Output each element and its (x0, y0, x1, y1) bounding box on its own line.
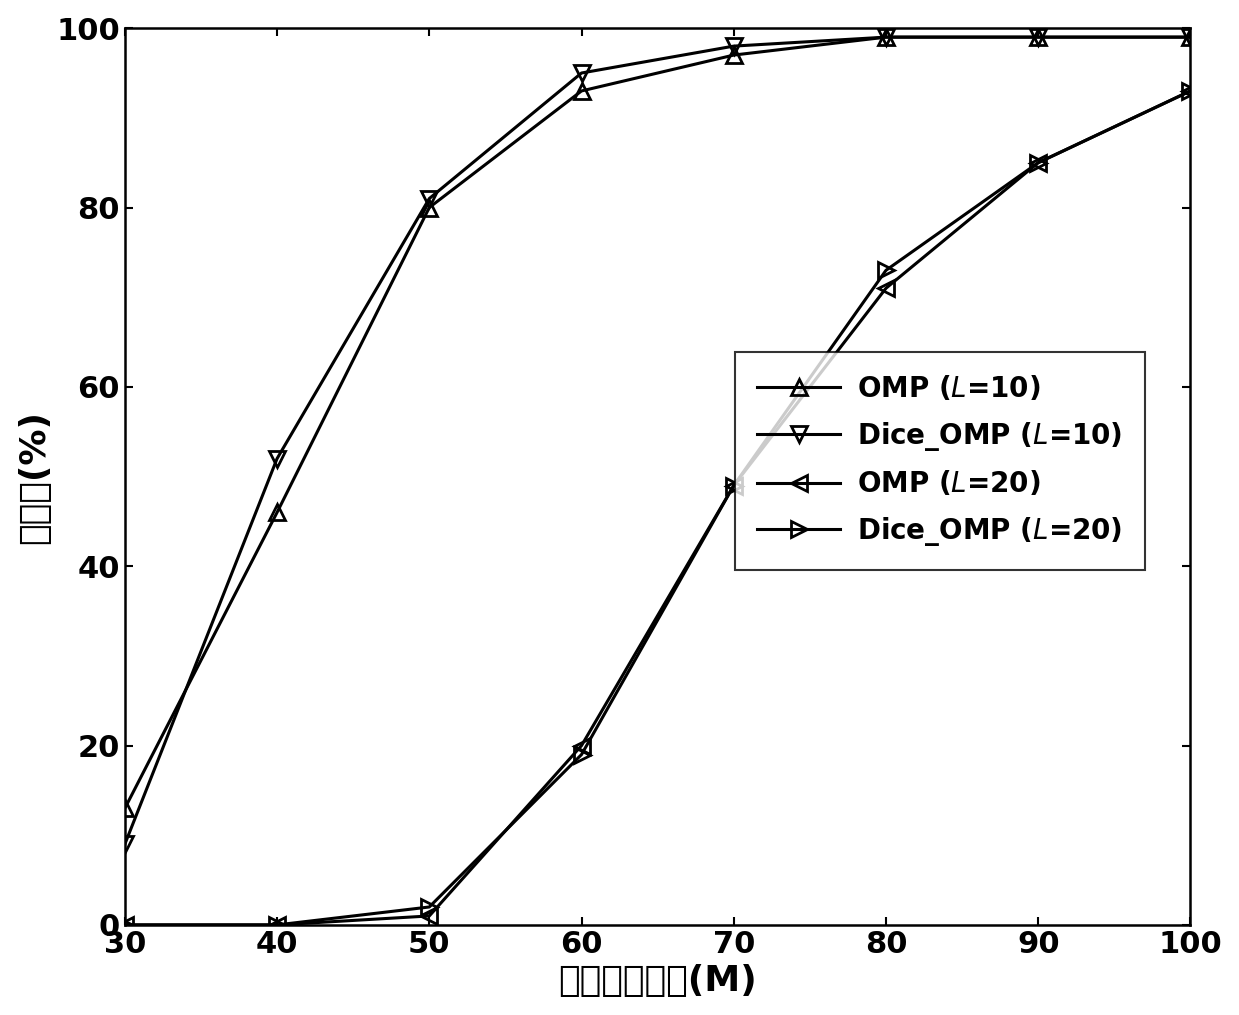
Dice_OMP ($L$=20) (726, 479, 741, 491)
Dice_OMP ($L$=10) (726, 40, 741, 52)
OMP ($L$=10) (1183, 31, 1198, 44)
Legend: OMP ($L$=10), Dice_OMP ($L$=10), OMP ($L$=20), Dice_OMP ($L$=20): OMP ($L$=10), Dice_OMP ($L$=10), OMP ($L… (735, 352, 1145, 570)
OMP ($L$=20) (574, 740, 589, 752)
OMP ($L$=10) (270, 506, 285, 519)
Line: Dice_OMP ($L$=20): Dice_OMP ($L$=20) (118, 83, 1198, 933)
OMP ($L$=10) (1031, 31, 1046, 44)
OMP ($L$=20) (726, 479, 741, 491)
Dice_OMP ($L$=10) (1183, 31, 1198, 44)
X-axis label: 观测矩阵维度(M): 观测矩阵维度(M) (559, 964, 757, 999)
OMP ($L$=10) (421, 201, 436, 213)
OMP ($L$=20) (1031, 156, 1046, 168)
Dice_OMP ($L$=10) (421, 193, 436, 205)
Dice_OMP ($L$=20) (878, 264, 893, 276)
Dice_OMP ($L$=20) (421, 901, 436, 914)
Dice_OMP ($L$=10) (878, 31, 893, 44)
OMP ($L$=10) (574, 85, 589, 97)
Dice_OMP ($L$=20) (1031, 156, 1046, 168)
OMP ($L$=20) (1183, 85, 1198, 97)
Dice_OMP ($L$=10) (270, 453, 285, 465)
Line: OMP ($L$=20): OMP ($L$=20) (118, 83, 1198, 933)
OMP ($L$=20) (421, 909, 436, 922)
OMP ($L$=10) (878, 31, 893, 44)
Dice_OMP ($L$=20) (1183, 85, 1198, 97)
Line: Dice_OMP ($L$=10): Dice_OMP ($L$=10) (118, 29, 1198, 852)
Dice_OMP ($L$=10) (1031, 31, 1046, 44)
OMP ($L$=10) (726, 49, 741, 61)
Line: OMP ($L$=10): OMP ($L$=10) (118, 29, 1198, 816)
Y-axis label: 成功率(%): 成功率(%) (16, 409, 51, 544)
Dice_OMP ($L$=20) (270, 919, 285, 931)
OMP ($L$=10) (118, 802, 133, 814)
Dice_OMP ($L$=10) (118, 838, 133, 851)
Dice_OMP ($L$=10) (574, 67, 589, 79)
OMP ($L$=20) (270, 919, 285, 931)
Dice_OMP ($L$=20) (574, 748, 589, 760)
OMP ($L$=20) (878, 282, 893, 294)
OMP ($L$=20) (118, 919, 133, 931)
Dice_OMP ($L$=20) (118, 919, 133, 931)
